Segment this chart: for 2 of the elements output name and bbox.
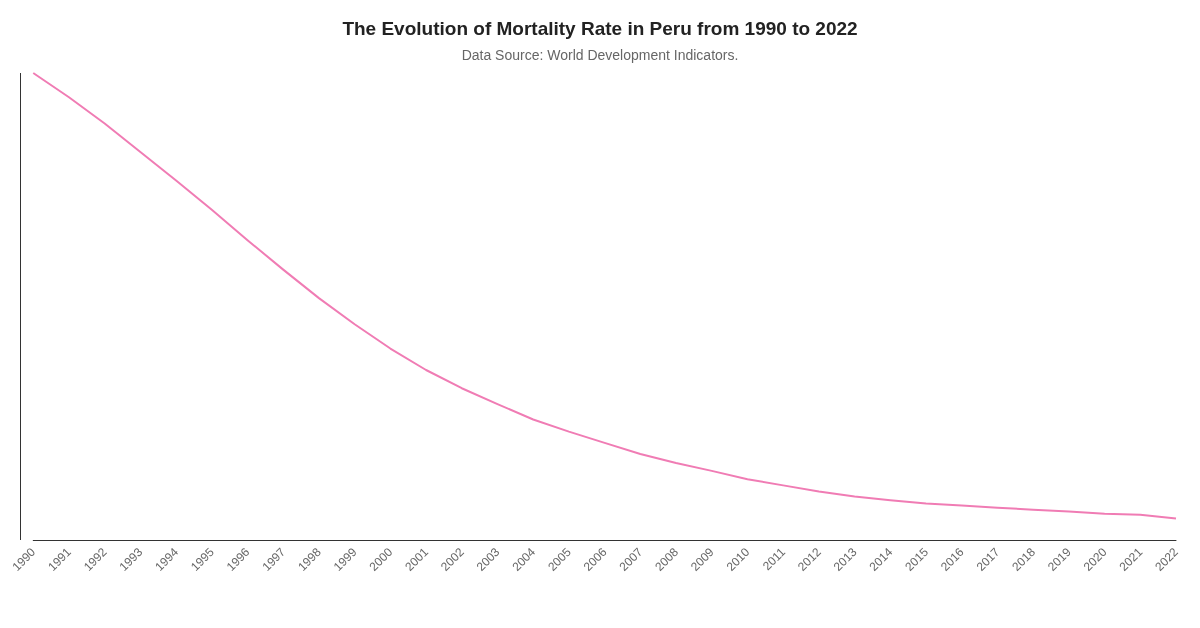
chart-title: The Evolution of Mortality Rate in Peru from 1990 to 2022 <box>342 18 858 39</box>
chart-subtitle: Data Source: World Development Indicators. <box>461 47 739 63</box>
